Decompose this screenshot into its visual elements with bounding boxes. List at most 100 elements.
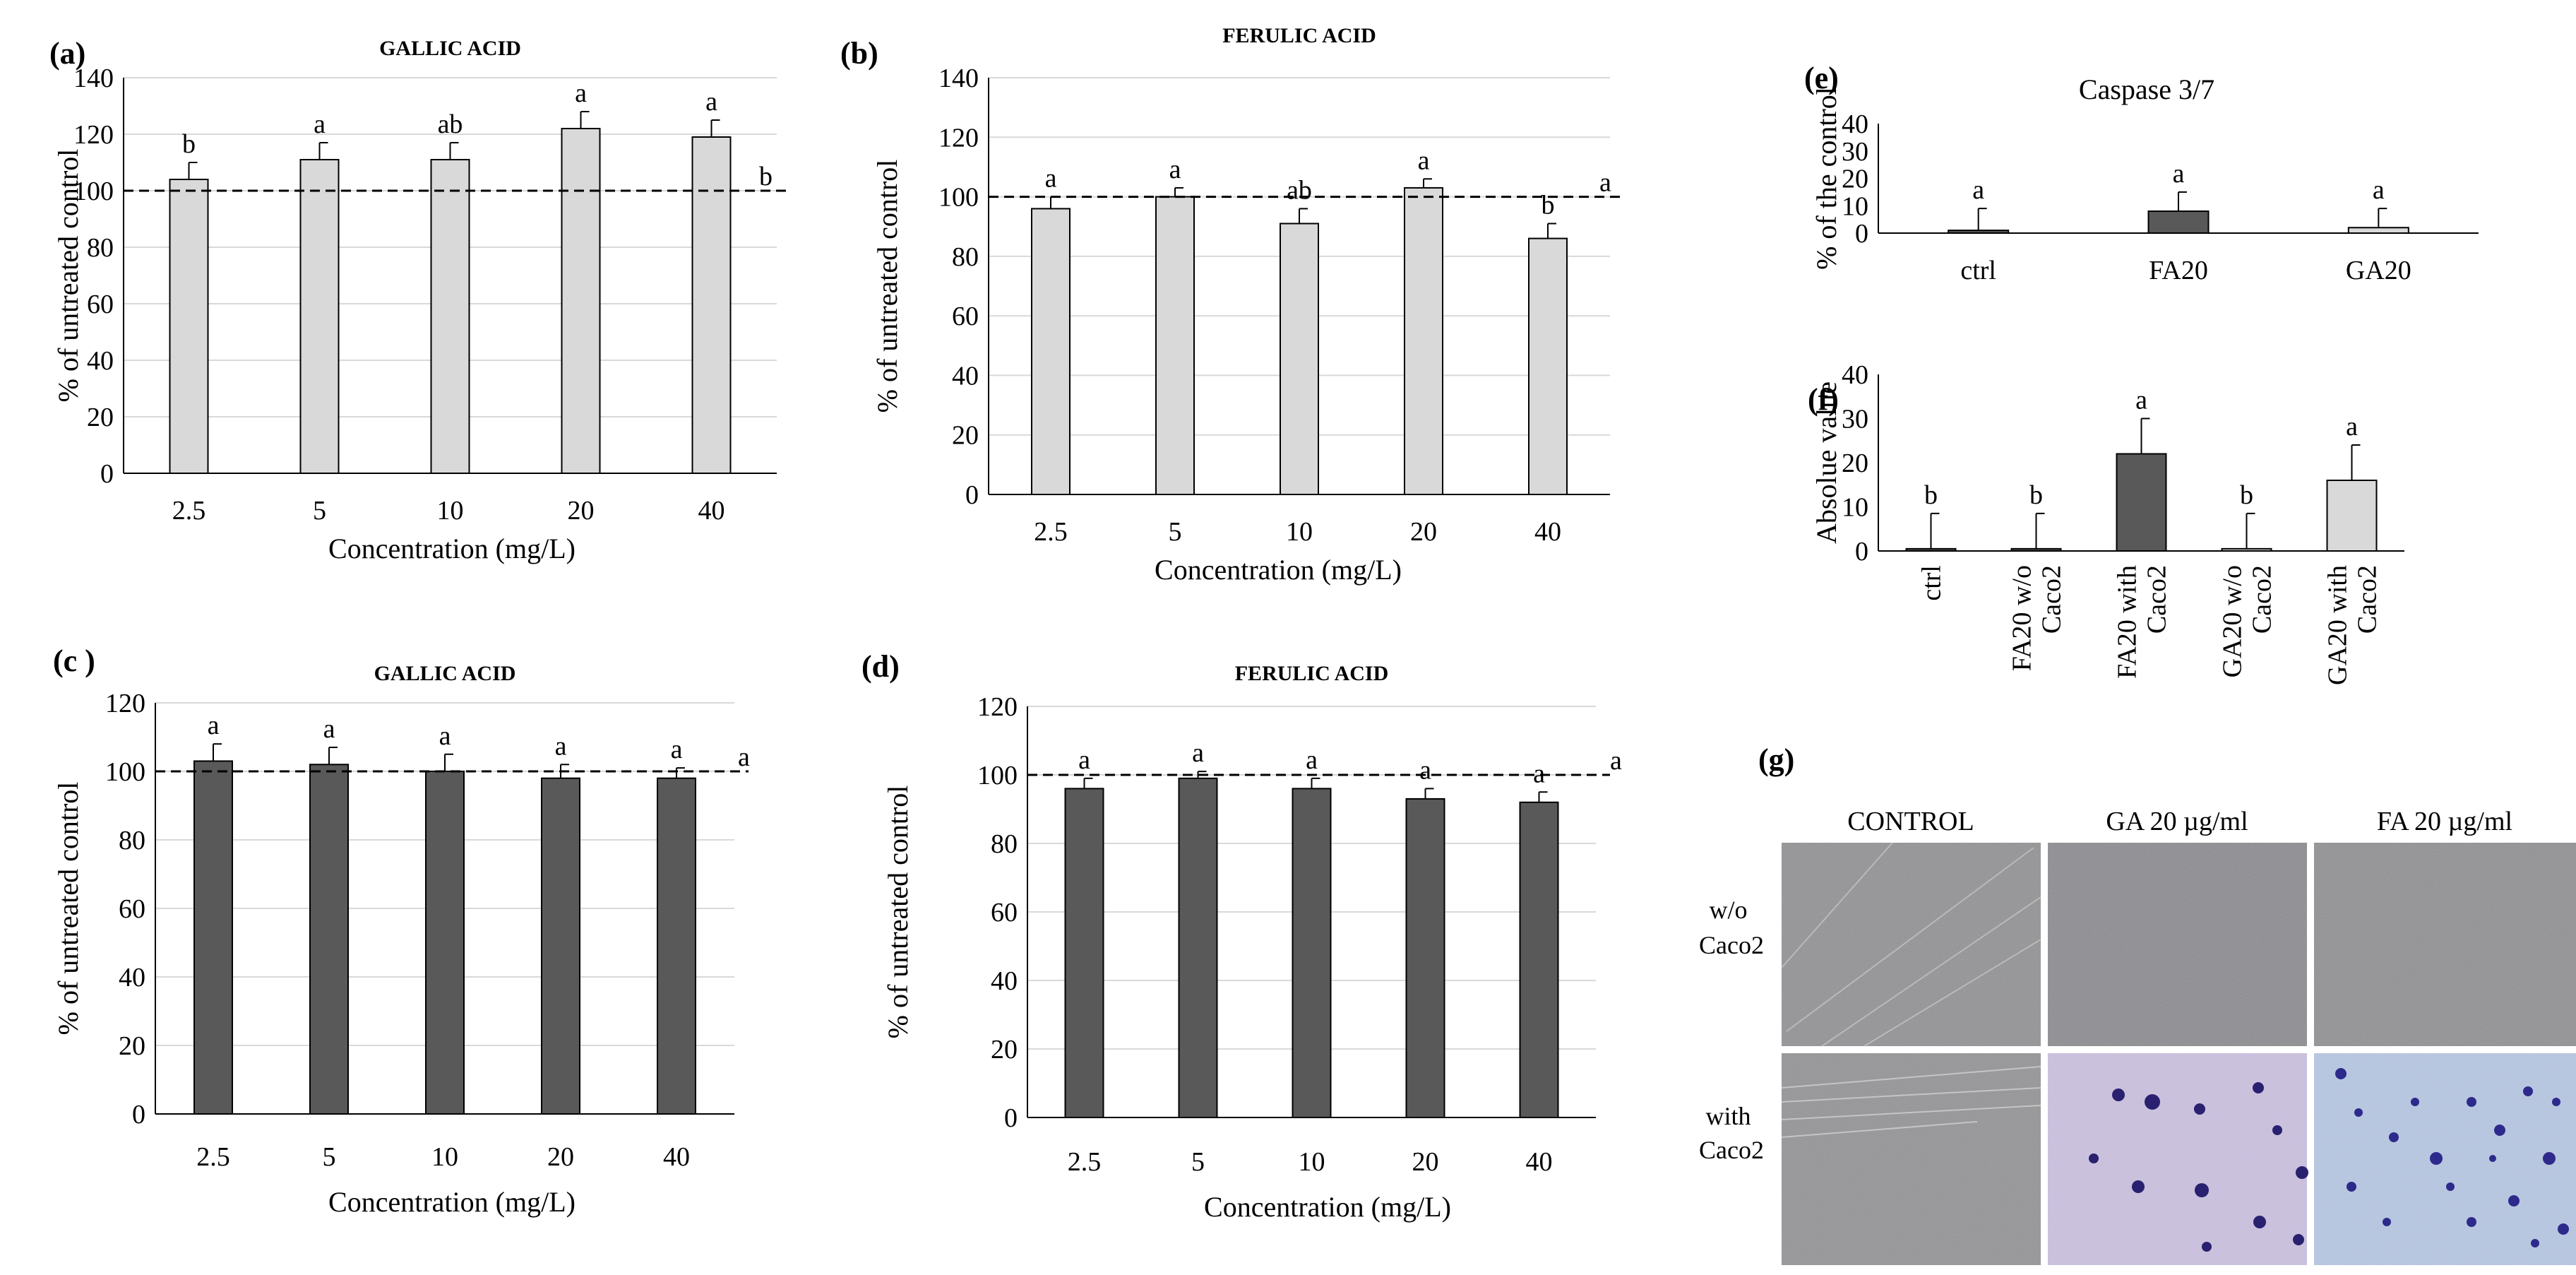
significance-letter: a: [1419, 755, 1431, 785]
x-tick-label: 5: [1191, 1147, 1205, 1177]
chart-title: FERULIC ACID: [1235, 662, 1389, 685]
y-tick-label: 20: [991, 1035, 1018, 1065]
significance-letter: a: [1192, 738, 1204, 768]
y-tick-label: 40: [1842, 109, 1868, 139]
significance-letter: a: [1169, 155, 1181, 184]
y-axis-label: % of untreated control: [52, 149, 84, 403]
bar: [193, 760, 233, 1115]
bar: [1064, 788, 1104, 1118]
bar: [2147, 210, 2210, 234]
bar: [1280, 223, 1319, 495]
micrograph-ga20-with-caco2: [2048, 1053, 2308, 1265]
bar: [561, 128, 601, 474]
y-tick-label: 80: [991, 829, 1018, 859]
significance-letter: ab: [1287, 175, 1312, 205]
y-axis-label: % of the control: [1811, 87, 1842, 270]
micrograph-control-without-caco2: [1781, 842, 2041, 1047]
bar: [1905, 547, 1957, 552]
reference-line-label: b: [759, 162, 773, 191]
significance-letter: a: [2135, 386, 2147, 415]
x-tick-label: FA20: [2149, 256, 2208, 285]
chart-c: (c ) GALLIC ACID 0 20 40 60 80 100 120 % of untre…: [52, 644, 750, 1218]
bar: [1404, 186, 1443, 495]
y-tick-label: 20: [87, 403, 114, 432]
bar: [299, 159, 340, 474]
y-tick-label: 0: [132, 1100, 145, 1129]
chart-title: FERULIC ACID: [1222, 24, 1376, 47]
significance-letter: a: [1972, 175, 1984, 205]
x-tick-label: 2.5: [1068, 1147, 1102, 1177]
y-tick-label: 100: [73, 177, 114, 206]
x-tick-label: 10: [431, 1142, 458, 1172]
y-tick-label: 0: [1004, 1103, 1018, 1133]
significance-letter: a: [705, 87, 717, 117]
y-tick-label: 30: [1842, 405, 1868, 434]
x-tick-label: GA20 withCaco2: [2323, 565, 2383, 685]
x-tick-label: 40: [663, 1142, 690, 1172]
bar: [169, 179, 209, 474]
significance-letter: b: [2240, 480, 2253, 510]
x-tick-label: ctrl: [1917, 565, 1947, 601]
bar: [1031, 208, 1071, 495]
x-tick-label: 10: [1286, 517, 1313, 547]
chart-title: Caspase 3/7: [2079, 73, 2214, 105]
row-label-without-caco2: w/o Caco2: [1699, 896, 1764, 959]
x-axis-label: Concentration (mg/L): [328, 533, 576, 564]
x-tick-label: 20: [568, 496, 595, 526]
significance-letter: a: [1533, 759, 1545, 788]
micrograph-panel: (g) CONTROL GA 20 µg/ml FA 20 µg/ml w/o …: [1699, 742, 2576, 1265]
panel-label: (d): [861, 649, 900, 684]
x-tick-label: ctrl: [1960, 256, 1996, 285]
significance-letter: a: [2373, 175, 2385, 205]
bar: [1519, 801, 1559, 1119]
reference-line-label: a: [1599, 168, 1611, 198]
y-tick-label: 140: [938, 64, 979, 93]
column-label-ga20: GA 20 µg/ml: [2106, 807, 2248, 836]
y-axis-label: % of untreated control: [871, 160, 903, 413]
x-tick-label: FA20 withCaco2: [2113, 565, 2172, 679]
y-tick-label: 20: [119, 1031, 145, 1061]
panel-label-g: (g): [1758, 742, 1794, 777]
y-tick-label: 80: [87, 233, 114, 263]
significance-letter: a: [208, 711, 220, 740]
significance-letter: b: [2029, 480, 2043, 510]
column-label-fa20: FA 20 µg/ml: [2377, 807, 2512, 836]
y-tick-label: 40: [991, 966, 1018, 996]
chart-a: (a) GALLIC ACID 0 20 40 60 80 100 120 140 % of unt…: [49, 36, 791, 564]
significance-letter: b: [1924, 480, 1938, 510]
micrograph-fa20-without-caco2: [2314, 843, 2576, 1046]
chart-b: (b) FERULIC ACID 0 20 40 60 80 100 120 140 % of un…: [840, 24, 1624, 586]
y-tick-label: 120: [977, 692, 1018, 722]
x-axis-label: Concentration (mg/L): [1204, 1191, 1451, 1223]
significance-letter: a: [2173, 159, 2185, 189]
x-tick-label: 40: [1534, 517, 1561, 547]
y-tick-label: 0: [100, 459, 114, 489]
y-tick-label: 80: [119, 826, 145, 855]
significance-letter: a: [1306, 745, 1318, 775]
y-tick-label: 120: [938, 123, 979, 153]
y-tick-label: 0: [965, 480, 979, 510]
reference-line-label: a: [1610, 746, 1622, 776]
bar: [430, 159, 470, 474]
x-tick-label: 5: [1169, 517, 1182, 547]
bar: [309, 764, 349, 1115]
micrograph-ga20-without-caco2: [2048, 843, 2307, 1046]
significance-letter: b: [182, 129, 196, 159]
panel-label: (a): [49, 36, 85, 71]
significance-letter: b: [1542, 191, 1555, 220]
y-tick-label: 40: [952, 361, 979, 391]
bar: [1178, 777, 1218, 1118]
x-tick-label: 20: [547, 1142, 574, 1172]
panel-label: (b): [840, 36, 878, 71]
bar: [2221, 547, 2272, 552]
micrograph-control-with-caco2: [1781, 1053, 2041, 1265]
x-tick-label: GA20 w/oCaco2: [2218, 565, 2277, 677]
bar: [1528, 237, 1568, 495]
x-axis-label: Concentration (mg/L): [328, 1186, 576, 1218]
panel-label: (c ): [53, 644, 95, 678]
x-tick-label: FA20 w/oCaco2: [2008, 565, 2067, 671]
y-tick-label: 140: [73, 64, 114, 93]
row-label-with-caco2: with Caco2: [1699, 1102, 1764, 1164]
bar: [1405, 797, 1445, 1118]
